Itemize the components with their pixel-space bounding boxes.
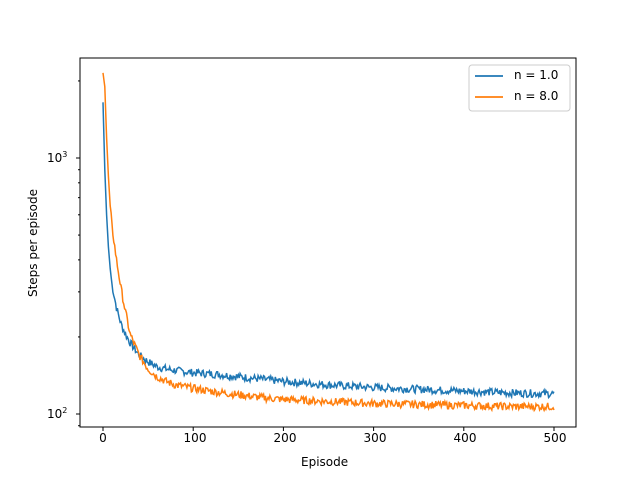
series-layer bbox=[102, 72, 555, 413]
series-line-0 bbox=[102, 102, 555, 400]
plot-frame bbox=[79, 57, 577, 428]
x-tick-label: 500 bbox=[543, 431, 567, 445]
series-line-1 bbox=[102, 72, 555, 413]
legend bbox=[468, 64, 571, 112]
legend-label-n1: n = 1.0 bbox=[514, 68, 559, 82]
x-tick-label: 300 bbox=[363, 431, 387, 445]
y-tick-label-1000: 103 bbox=[47, 150, 68, 165]
y-axis-ticks bbox=[76, 80, 80, 427]
x-tick-label: 400 bbox=[453, 431, 477, 445]
x-tick-label: 100 bbox=[183, 431, 207, 445]
y-tick-label-100: 102 bbox=[47, 406, 68, 421]
legend-label-n8: n = 8.0 bbox=[514, 89, 559, 103]
x-axis-ticks bbox=[102, 427, 555, 431]
x-axis-label: Episode bbox=[301, 455, 349, 469]
x-tick-label: 200 bbox=[273, 431, 297, 445]
y-axis-label: Steps per episode bbox=[26, 188, 40, 298]
x-tick-label: 0 bbox=[99, 431, 107, 445]
